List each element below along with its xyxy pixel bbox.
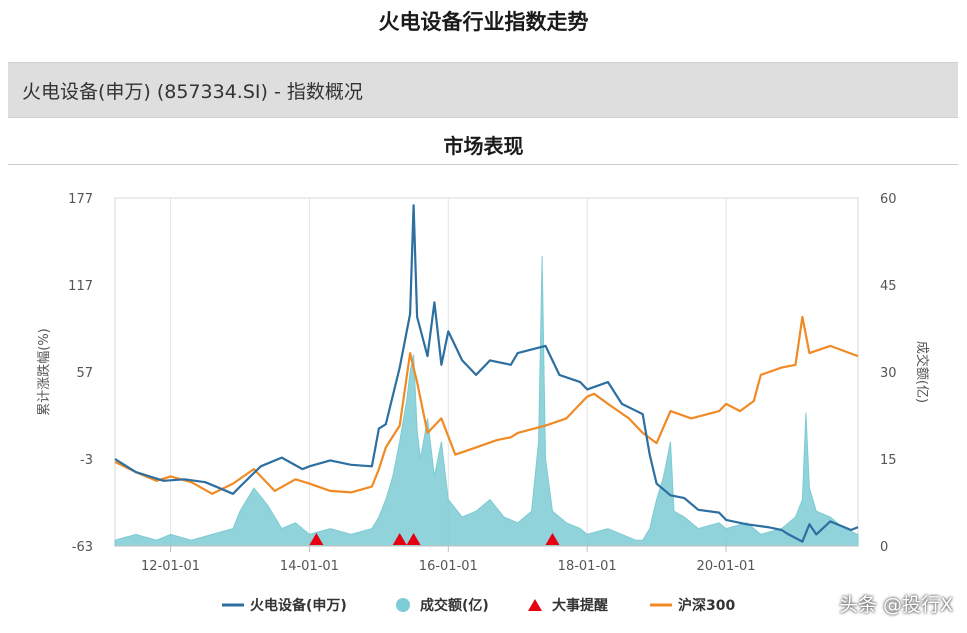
y-left-tick-label: -63 — [72, 540, 93, 555]
event-layer — [309, 533, 560, 545]
volume-area — [114, 255, 859, 547]
chart-subtitle: 市场表现 — [443, 134, 524, 158]
axis-layer: 177 117 57 -3 -63 60 45 30 15 0 12-01-01 14-01-01 16… — [36, 192, 930, 574]
index-series-line — [114, 204, 859, 543]
x-tick-label: 18-01-01 — [558, 559, 617, 574]
y-left-axis-label: 累计涨跌幅(%) — [36, 328, 52, 416]
y-left-tick-label: 57 — [76, 366, 93, 381]
legend-layer: 火电设备(申万) 成交额(亿) 大事提醒 沪深300 — [222, 597, 735, 614]
x-tick-label: 20-01-01 — [697, 559, 756, 574]
y-right-tick-label: 60 — [880, 192, 897, 207]
y-right-tick-label: 15 — [880, 453, 897, 468]
legend-label-volume: 成交额(亿) — [420, 597, 489, 614]
subtitle-divider — [8, 164, 958, 165]
x-tick-label: 12-01-01 — [141, 559, 200, 574]
event-marker — [309, 533, 324, 545]
x-tick-label: 16-01-01 — [419, 559, 478, 574]
section-header-label: 火电设备(申万) (857334.SI) - 指数概况 — [22, 81, 363, 103]
y-left-tick-label: 177 — [68, 192, 93, 207]
volume-layer — [114, 255, 859, 547]
x-tick-label: 14-01-01 — [280, 559, 339, 574]
legend-label-event: 大事提醒 — [552, 597, 608, 614]
grid-layer — [114, 197, 859, 547]
event-marker — [392, 533, 407, 545]
legend-swatch-event — [528, 599, 542, 611]
watermark-text: 头条 @投行X — [838, 594, 953, 616]
y-right-tick-label: 30 — [880, 366, 897, 381]
plot-frame — [114, 197, 859, 547]
event-marker — [545, 533, 560, 545]
y-left-tick-label: -3 — [80, 453, 93, 468]
hs300-series-line — [114, 315, 859, 495]
y-right-tick-label: 0 — [880, 540, 888, 555]
legend-swatch-volume — [396, 598, 410, 612]
section-header-bar: 火电设备(申万) (857334.SI) - 指数概况 — [8, 62, 958, 118]
line-layer — [114, 204, 859, 543]
y-left-tick-label: 117 — [68, 279, 93, 294]
y-right-tick-label: 45 — [880, 279, 897, 294]
event-marker — [406, 533, 421, 545]
page-title: 火电设备行业指数走势 — [378, 10, 589, 34]
legend-label-hs300: 沪深300 — [678, 597, 735, 614]
legend-label-index: 火电设备(申万) — [250, 597, 347, 614]
y-right-axis-label: 成交额(亿) — [914, 341, 930, 403]
